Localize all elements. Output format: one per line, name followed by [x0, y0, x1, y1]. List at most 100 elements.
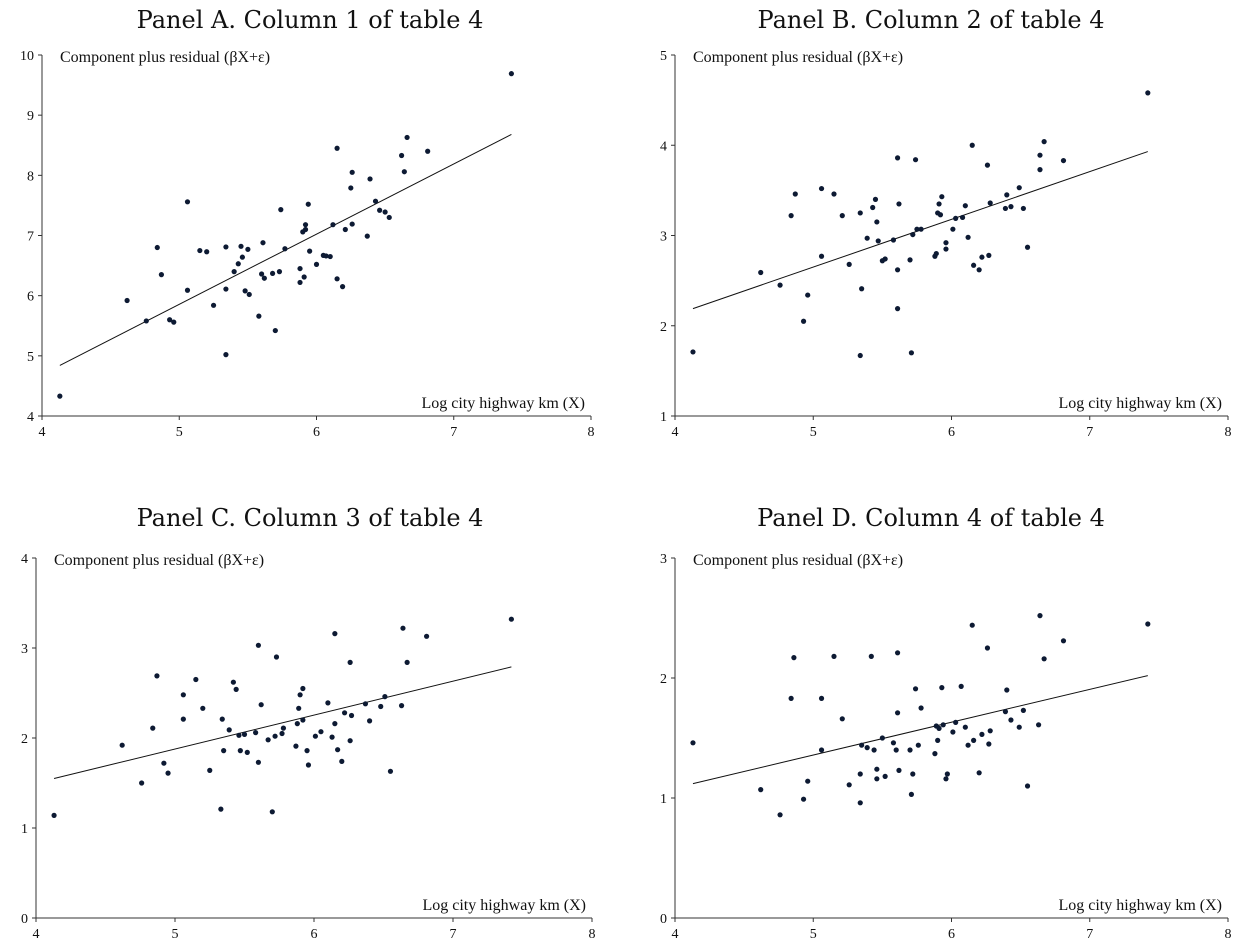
data-point [805, 778, 811, 784]
data-point [864, 235, 870, 241]
x-tick-label: 6 [313, 425, 320, 440]
data-point [1008, 204, 1014, 210]
data-point [334, 276, 340, 282]
data-point [882, 256, 888, 262]
data-point [987, 200, 993, 206]
data-point [872, 196, 879, 202]
data-point [272, 733, 278, 739]
y-tick-label: 1 [660, 410, 667, 425]
data-point [180, 716, 186, 722]
data-point [969, 622, 975, 628]
data-point [984, 162, 991, 168]
x-tick-label: 5 [810, 927, 817, 942]
data-point [859, 286, 865, 292]
data-point [894, 155, 901, 161]
data-point [387, 768, 394, 774]
data-point [377, 207, 383, 213]
chart-title: Panel A. Column 1 of table 4 [136, 6, 484, 34]
data-point [218, 806, 224, 812]
panel-d: Panel D. Column 4 of table 4 0 1 2 3 4 5 6 7 8 Co… [625, 474, 1237, 949]
data-point [940, 722, 946, 728]
data-point [788, 695, 794, 701]
y-tick-label: 4 [27, 410, 34, 425]
data-point [364, 233, 370, 239]
data-point [236, 732, 242, 738]
data-point [237, 748, 243, 754]
data-point [246, 291, 252, 298]
data-point [269, 809, 275, 815]
data-point [165, 770, 171, 776]
panel-a: Panel A. Column 1 of table 4 4 5 6 7 8 9 10 4 5 6… [0, 0, 610, 470]
data-point [962, 724, 968, 730]
data-point [894, 650, 901, 656]
data-point [508, 616, 514, 622]
data-point [910, 771, 916, 777]
data-point [907, 747, 913, 753]
data-point [857, 800, 863, 806]
data-point [831, 191, 837, 197]
data-point [936, 201, 942, 207]
x-tick-label: 8 [588, 425, 595, 440]
data-point [918, 226, 924, 232]
data-point [404, 659, 410, 665]
data-point [204, 249, 210, 255]
x-tick-label: 6 [948, 425, 955, 440]
data-point [400, 625, 406, 631]
data-point [235, 261, 241, 267]
data-point [910, 231, 916, 238]
data-point [335, 747, 341, 753]
data-point [302, 226, 309, 233]
data-point [896, 201, 902, 207]
y-tick-label: 3 [21, 642, 28, 657]
data-point [223, 352, 229, 358]
data-point [300, 685, 306, 692]
data-point [874, 219, 880, 225]
data-point [342, 226, 348, 233]
data-point [939, 194, 945, 200]
x-axis-label: Log city highway km (X) [1058, 897, 1222, 914]
data-point [1004, 192, 1010, 198]
y-tick-label: 3 [660, 230, 667, 245]
data-point [944, 771, 950, 777]
data-point [1041, 656, 1047, 662]
data-point [859, 742, 865, 748]
data-point [875, 238, 881, 244]
data-point [241, 731, 248, 737]
data-point [690, 740, 696, 746]
data-point [329, 734, 335, 740]
data-point [339, 758, 345, 764]
data-point [297, 279, 303, 286]
data-point [1041, 139, 1047, 145]
data-point [979, 731, 985, 737]
data-point [279, 730, 285, 737]
data-point [239, 254, 245, 260]
data-point [150, 725, 156, 731]
chart-title: Panel B. Column 2 of table 4 [757, 6, 1105, 34]
data-point [939, 685, 945, 691]
data-point [965, 742, 971, 748]
data-point [986, 252, 992, 258]
data-point [818, 695, 825, 701]
data-point [958, 683, 964, 689]
data-point [986, 741, 992, 747]
data-point [800, 318, 807, 324]
data-point [154, 244, 160, 251]
data-point [382, 694, 388, 700]
x-tick-label: 4 [39, 425, 46, 440]
data-point [857, 352, 863, 359]
data-point [805, 292, 811, 298]
x-tick-label: 5 [172, 927, 179, 942]
data-point [818, 747, 825, 753]
data-point [273, 654, 280, 660]
data-point [791, 655, 797, 661]
data-point [223, 244, 229, 250]
data-point [1037, 167, 1043, 173]
data-point [238, 243, 244, 249]
data-point [868, 653, 874, 659]
x-tick-label: 4 [33, 927, 40, 942]
data-point [293, 743, 299, 749]
data-point [339, 284, 346, 290]
y-tick-label: 2 [660, 672, 667, 687]
y-tick-label: 8 [27, 169, 34, 184]
x-tick-label: 5 [176, 425, 183, 440]
